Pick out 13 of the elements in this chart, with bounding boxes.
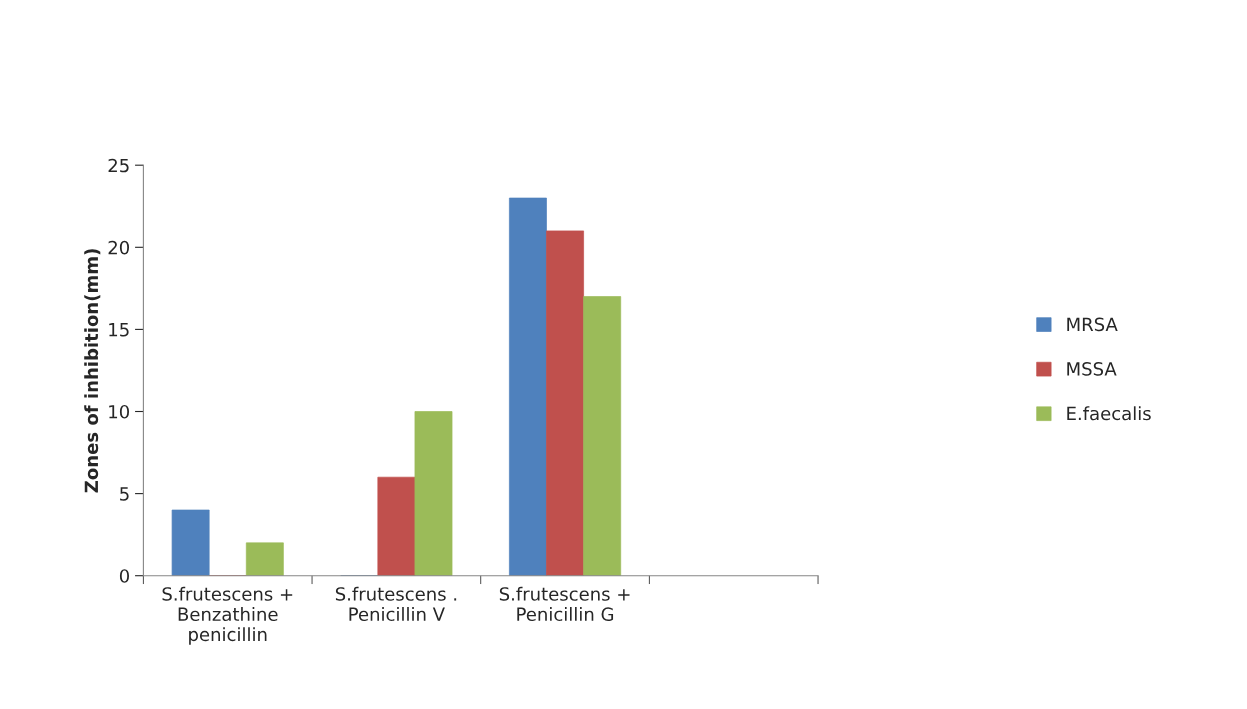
y-tick-label: 20 [108,240,130,255]
y-tick-label: 25 [108,158,129,173]
x-tick-label: S.frutescens + Benzathine penicillin [162,586,293,645]
y-tick-label: 10 [109,404,130,419]
legend-label: E.faecalis [1067,406,1151,421]
y-tick-label: 5 [120,487,129,501]
y-axis-title: Zones of inhibition(mm) [84,249,101,493]
y-tick-label: 15 [109,323,129,337]
x-tick-label: S.frutescens + Penicillin G [499,586,630,622]
x-tick-label: S.frutescens . Penicillin V [335,586,457,622]
legend-label: MSSA [1067,362,1117,376]
legend-label: MRSA [1067,317,1118,332]
y-tick-label: 0 [119,569,130,583]
